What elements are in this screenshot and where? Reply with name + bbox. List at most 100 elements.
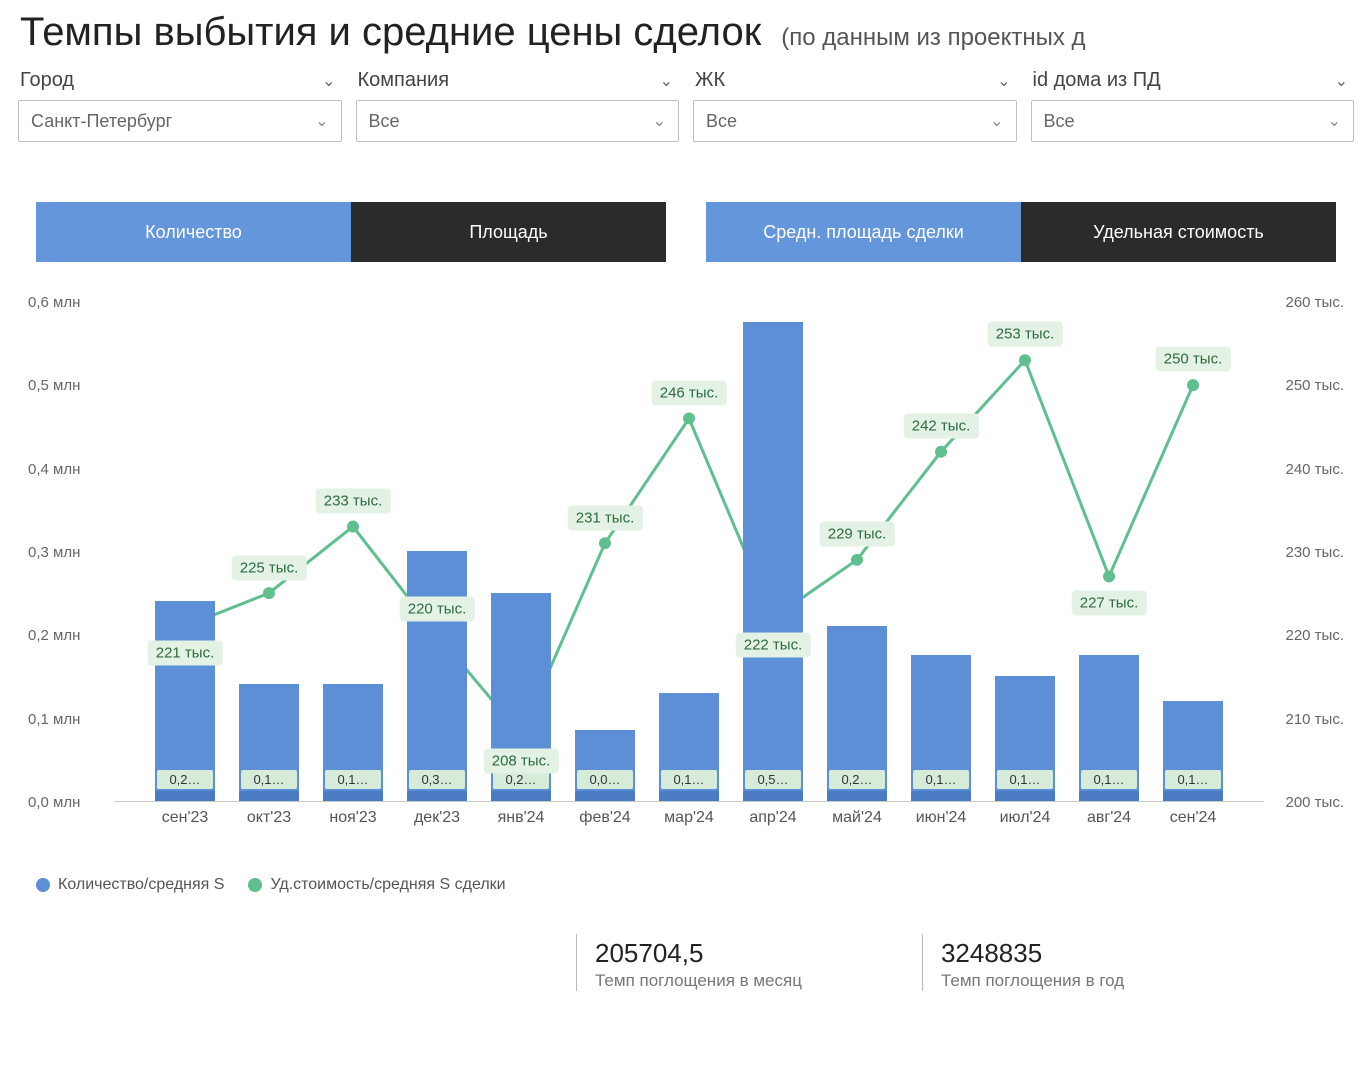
page-header: Темпы выбытия и средние цены сделок (по …: [0, 0, 1372, 55]
chevron-down-icon: ⌄: [660, 71, 673, 91]
legend-dot-icon: [36, 878, 50, 892]
chevron-down-icon: ⌄: [990, 111, 1003, 131]
filter-bar: Город ⌄ Санкт-Петербург ⌄ Компания ⌄ Все…: [0, 55, 1372, 172]
line-value-label: 222 тыс.: [736, 632, 811, 657]
line-value-label: 246 тыс.: [652, 380, 727, 405]
chart-bar[interactable]: [743, 322, 803, 801]
y-right-tick: 250 тыс.: [1274, 377, 1344, 394]
bar-mini-label: 0,1…: [1165, 770, 1221, 789]
chart-bar-base: [659, 791, 719, 801]
filter-label-row[interactable]: Город ⌄: [18, 67, 342, 100]
x-axis-label: сен'23: [162, 809, 209, 827]
tab-group-left: Количество Площадь: [36, 202, 666, 262]
bar-mini-label: 0,1…: [913, 770, 969, 789]
tab-avg-area[interactable]: Средн. площадь сделки: [706, 202, 1021, 262]
chart-bar-base: [911, 791, 971, 801]
chart-bar[interactable]: [407, 551, 467, 801]
stat-value: 3248835: [941, 938, 1124, 969]
chevron-down-icon: ⌄: [322, 71, 335, 91]
x-axis-label: окт'23: [247, 809, 291, 827]
chart-bar-base: [1079, 791, 1139, 801]
filter-zk: ЖК ⌄ Все ⌄: [693, 67, 1017, 142]
y-left-tick: 0,1 млн: [28, 711, 98, 728]
chart-line-marker[interactable]: [935, 446, 947, 458]
chart-line-marker[interactable]: [683, 412, 695, 424]
chart-line-marker[interactable]: [263, 587, 275, 599]
chart-bar-base: [407, 791, 467, 801]
tab-group-right: Средн. площадь сделки Удельная стоимость: [706, 202, 1336, 262]
chart-bar-base: [155, 791, 215, 801]
chart-line-marker[interactable]: [851, 554, 863, 566]
line-value-label: 221 тыс.: [148, 641, 223, 666]
chart-line-marker[interactable]: [1019, 354, 1031, 366]
bar-mini-label: 0,2…: [157, 770, 213, 789]
chart-line-marker[interactable]: [347, 521, 359, 533]
y-left-tick: 0,0 млн: [28, 794, 98, 811]
tab-area[interactable]: Площадь: [351, 202, 666, 262]
line-value-label: 229 тыс.: [820, 522, 895, 547]
tab-quantity[interactable]: Количество: [36, 202, 351, 262]
bar-mini-label: 0,1…: [1081, 770, 1137, 789]
x-axis-label: ноя'23: [329, 809, 376, 827]
chart-plot: 0,2…сен'230,1…окт'230,1…ноя'230,3…дек'23…: [114, 302, 1264, 802]
tab-row: Количество Площадь Средн. площадь сделки…: [16, 202, 1356, 262]
y-left-tick: 0,3 млн: [28, 544, 98, 561]
tab-unit-cost[interactable]: Удельная стоимость: [1021, 202, 1336, 262]
line-value-label: 250 тыс.: [1156, 347, 1231, 372]
x-axis-label: дек'23: [414, 809, 460, 827]
filter-label: id дома из ПД: [1033, 69, 1161, 92]
y-left-tick: 0,6 млн: [28, 294, 98, 311]
y-left-tick: 0,2 млн: [28, 627, 98, 644]
filter-value: Санкт-Петербург: [31, 111, 172, 132]
line-value-label: 233 тыс.: [316, 489, 391, 514]
chart-bar-base: [575, 791, 635, 801]
line-value-label: 227 тыс.: [1072, 591, 1147, 616]
y-right-tick: 260 тыс.: [1274, 294, 1344, 311]
chart-line-marker[interactable]: [1103, 570, 1115, 582]
filter-label-row[interactable]: ЖК ⌄: [693, 67, 1017, 100]
chevron-down-icon: ⌄: [315, 111, 328, 131]
chevron-down-icon: ⌄: [1335, 71, 1348, 91]
chevron-down-icon: ⌄: [997, 71, 1010, 91]
bar-mini-label: 0,5…: [745, 770, 801, 789]
chart-line-marker[interactable]: [599, 537, 611, 549]
chart-bar-base: [743, 791, 803, 801]
page-subtitle: (по данным из проектных д: [781, 24, 1085, 52]
filter-zk-select[interactable]: Все ⌄: [693, 100, 1017, 142]
x-axis-label: мар'24: [664, 809, 714, 827]
filter-house-id-select[interactable]: Все ⌄: [1031, 100, 1355, 142]
stat-value: 205704,5: [595, 938, 802, 969]
y-right-tick: 220 тыс.: [1274, 627, 1344, 644]
filter-value: Все: [369, 111, 400, 132]
line-value-label: 208 тыс.: [484, 749, 559, 774]
stats-row: 205704,5 Темп поглощения в месяц 3248835…: [16, 934, 1356, 991]
line-value-label: 220 тыс.: [400, 597, 475, 622]
chevron-down-icon: ⌄: [653, 111, 666, 131]
filter-label-row[interactable]: Компания ⌄: [356, 67, 680, 100]
x-axis-label: май'24: [832, 809, 882, 827]
filter-company-select[interactable]: Все ⌄: [356, 100, 680, 142]
line-value-label: 231 тыс.: [568, 505, 643, 530]
chart-bar-base: [827, 791, 887, 801]
bar-mini-label: 0,3…: [409, 770, 465, 789]
chart-line-marker[interactable]: [1187, 379, 1199, 391]
bar-mini-label: 0,1…: [997, 770, 1053, 789]
filter-label-row[interactable]: id дома из ПД ⌄: [1031, 67, 1355, 100]
x-axis-label: апр'24: [749, 809, 796, 827]
chart-legend: Количество/средняя S Уд.стоимость/средня…: [16, 862, 1356, 894]
chart-panel: Количество Площадь Средн. площадь сделки…: [16, 202, 1356, 991]
legend-dot-icon: [248, 878, 262, 892]
chart-bar-base: [323, 791, 383, 801]
y-right-tick: 230 тыс.: [1274, 544, 1344, 561]
stat-label: Темп поглощения в месяц: [595, 971, 802, 991]
x-axis-label: янв'24: [498, 809, 545, 827]
line-value-label: 242 тыс.: [904, 414, 979, 439]
chart-bar-base: [995, 791, 1055, 801]
y-left-tick: 0,5 млн: [28, 377, 98, 394]
y-right-tick: 210 тыс.: [1274, 711, 1344, 728]
stat-label: Темп поглощения в год: [941, 971, 1124, 991]
x-axis-label: авг'24: [1087, 809, 1131, 827]
y-left-tick: 0,4 млн: [28, 461, 98, 478]
filter-value: Все: [1044, 111, 1075, 132]
filter-city-select[interactable]: Санкт-Петербург ⌄: [18, 100, 342, 142]
